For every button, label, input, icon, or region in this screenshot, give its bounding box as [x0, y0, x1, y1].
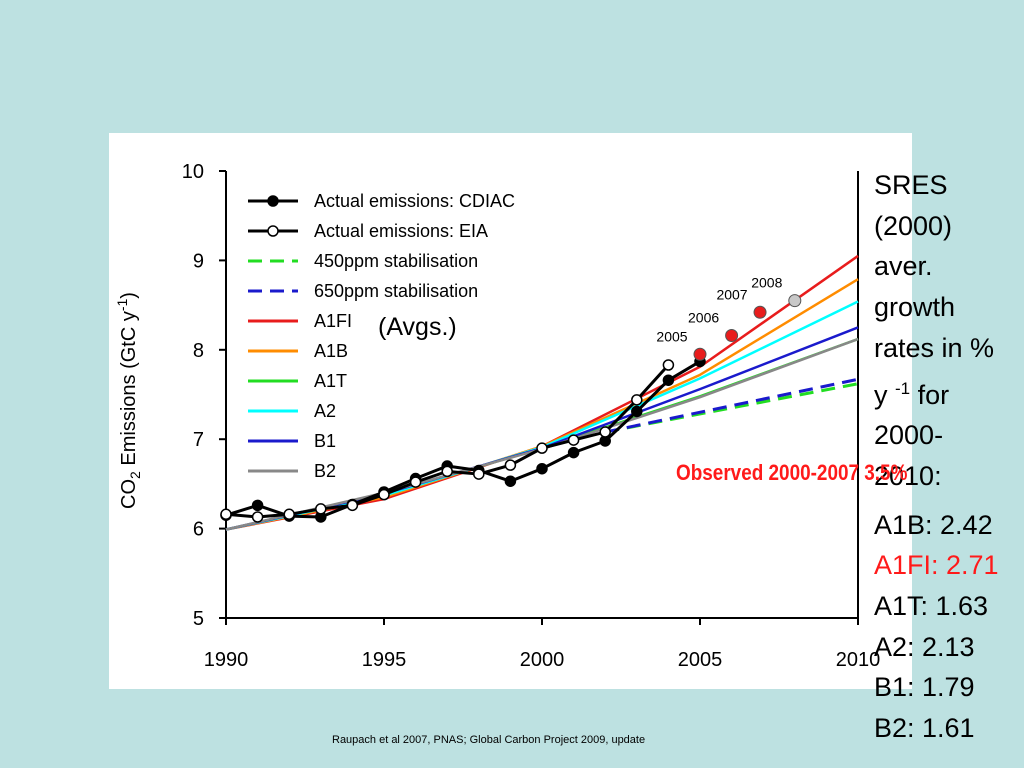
legend-marker	[267, 225, 279, 237]
data-point	[409, 476, 422, 488]
sres-heading-line: 2000-	[874, 420, 944, 451]
highlight-point-label: 2005	[656, 328, 687, 344]
data-point	[504, 459, 517, 471]
legend-label: B2	[314, 461, 336, 481]
sres-heading-line: y -1 for	[874, 378, 950, 410]
legend-label: Actual emissions: CDIAC	[314, 191, 515, 211]
data-point	[283, 508, 295, 521]
data-point	[441, 465, 453, 478]
citation: Raupach et al 2007, PNAS; Global Carbon …	[332, 734, 646, 746]
sres-heading-line: growth	[874, 292, 956, 323]
data-point	[346, 499, 359, 512]
series-line	[225, 360, 701, 519]
sres-heading-line: SRES	[874, 170, 948, 200]
data-point	[504, 475, 517, 487]
sres-heading: SRES (2000) aver. growth rates in % y -1 for 2…	[874, 165, 1024, 497]
avgs-annotation: (Avgs.)	[378, 313, 457, 341]
highlight-point	[725, 328, 739, 342]
sres-heading-line: 2010:	[874, 460, 942, 491]
data-point	[599, 426, 611, 438]
y-tick-label: 9	[193, 250, 204, 272]
legend-label: A2	[314, 401, 336, 421]
data-point	[251, 511, 264, 523]
growth-rate-item: A1FI: 2.71	[874, 550, 999, 581]
data-point	[567, 434, 580, 446]
data-point	[220, 508, 232, 521]
x-tick-label: 1990	[204, 649, 249, 671]
y-tick-label: 6	[193, 519, 204, 541]
rates-list: A1B: 2.42 A1FI: 2.71 A1T: 1.63 A2: 2.13 B1: …	[874, 505, 1024, 749]
data-point	[378, 488, 390, 501]
emissions-chart: 5 6 7 8 9 10 1990 1995 2000 2005 2010 CO2 Emissions…	[114, 161, 881, 671]
legend-label: A1B	[314, 341, 348, 361]
sres-heading-line: rates in %	[874, 332, 995, 363]
data-point	[251, 499, 264, 512]
x-tick-label: 1995	[362, 649, 407, 671]
data-point	[662, 374, 675, 386]
sres-heading-line: (2000)	[874, 210, 953, 241]
legend-label: 650ppm stabilisation	[314, 281, 478, 301]
growth-rate-item: B1: 1.79	[874, 672, 975, 703]
observed-growth-note: Observed 2000-2007 3.5%	[676, 460, 908, 485]
y-axis-label: CO2 Emissions (GtC y-1)	[114, 292, 143, 509]
highlight-point-label: 2008	[751, 275, 782, 291]
sres-heading-line: aver.	[874, 251, 933, 282]
data-point	[536, 462, 548, 475]
x-tick-label: 2005	[678, 649, 723, 671]
highlight-point-label: 2007	[716, 286, 747, 302]
chart-panel: 5 6 7 8 9 10 1990 1995 2000 2005 2010 CO2 Emissions…	[109, 133, 912, 689]
growth-rate-item: A1B: 2.42	[874, 509, 993, 540]
legend-label: Actual emissions: EIA	[314, 221, 488, 241]
data-point	[631, 405, 643, 418]
growth-rate-item: A1T: 1.63	[874, 591, 989, 622]
y-tick-label: 5	[193, 608, 204, 630]
data-point	[536, 442, 548, 454]
growth-rate-item: A2: 2.13	[874, 631, 975, 662]
x-tick-label: 2010	[836, 649, 881, 671]
data-point	[473, 468, 485, 480]
data-point	[631, 394, 643, 406]
data-point	[662, 359, 675, 371]
legend-label: 450ppm stabilisation	[314, 251, 478, 271]
highlight-point-label: 2006	[688, 309, 719, 325]
legend-label: B1	[314, 431, 336, 451]
y-tick-label: 10	[182, 161, 204, 183]
sres-growth-rates: SRES (2000) aver. growth rates in % y -1 for 2…	[874, 165, 1024, 749]
legend-label: A1T	[314, 371, 347, 391]
data-point	[567, 446, 580, 459]
y-tick-label: 8	[193, 340, 204, 362]
data-point	[315, 503, 327, 515]
highlight-point	[693, 347, 707, 361]
highlight-point	[788, 294, 802, 308]
legend-marker	[267, 195, 279, 207]
growth-rate-item: B2: 1.61	[874, 713, 975, 744]
x-tick-label: 2000	[520, 649, 565, 671]
highlight-point	[753, 305, 767, 319]
y-tick-label: 7	[193, 429, 204, 451]
legend-label: A1FI	[314, 311, 352, 331]
